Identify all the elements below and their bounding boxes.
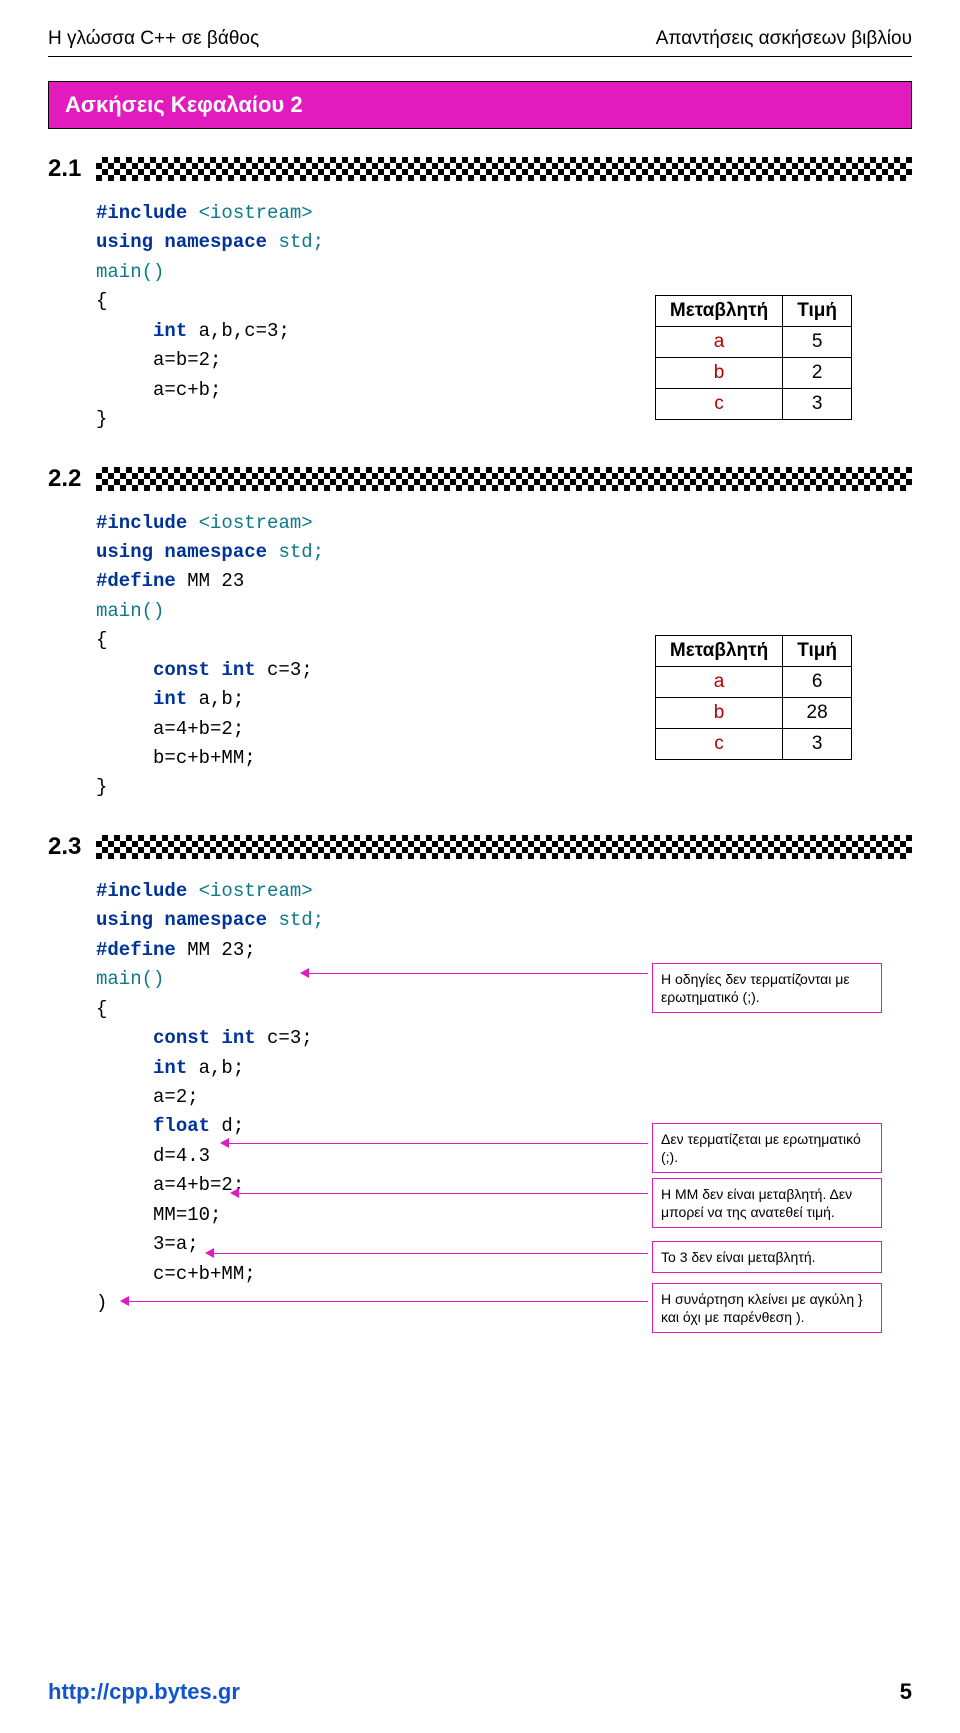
exercise-2-3: 2.3 #include <iostream> using namespace … xyxy=(48,833,912,1319)
connector xyxy=(128,1301,648,1302)
connector xyxy=(308,973,648,974)
checker-divider xyxy=(96,467,912,491)
callout-no-semicolon: Δεν τερματίζεται με ερωτηματικό (;). xyxy=(652,1123,882,1173)
checker-divider xyxy=(96,835,912,859)
page: Η γλώσσα C++ σε βάθος Απαντήσεις ασκήσεω… xyxy=(0,0,960,1733)
variable-table: ΜεταβλητήΤιμήa5b2c3 xyxy=(655,295,852,420)
callout-close-brace: Η συνάρτηση κλείνει με αγκύλη } και όχι … xyxy=(652,1283,882,1333)
footer-link[interactable]: http://cpp.bytes.gr xyxy=(48,1679,240,1705)
page-number: 5 xyxy=(900,1679,912,1705)
header-right: Απαντήσεις ασκήσεων βιβλίου xyxy=(656,28,912,50)
connector xyxy=(238,1193,648,1194)
page-header: Η γλώσσα C++ σε βάθος Απαντήσεις ασκήσεω… xyxy=(48,28,912,50)
exnum-row: 2.3 xyxy=(48,833,912,861)
header-underline xyxy=(48,56,912,57)
callout-directive-semicolon: Η οδηγίες δεν τερματίζονται με ερωτηματι… xyxy=(652,963,882,1013)
exnum-row: 2.2 xyxy=(48,465,912,493)
exnum-row: 2.1 xyxy=(48,155,912,183)
exercise-2-1: 2.1 #include <iostream> using namespace … xyxy=(48,155,912,435)
exercise-number: 2.1 xyxy=(48,155,96,183)
exercise-2-2: 2.2 #include <iostream> using namespace … xyxy=(48,465,912,803)
exercise-number: 2.3 xyxy=(48,833,96,861)
callout-mm-not-var: Η ΜΜ δεν είναι μεταβλητή. Δεν μπορεί να … xyxy=(652,1178,882,1228)
arrowhead-icon xyxy=(230,1188,239,1198)
callout-3-not-var: Το 3 δεν είναι μεταβλητή. xyxy=(652,1241,882,1273)
arrowhead-icon xyxy=(220,1138,229,1148)
connector xyxy=(213,1253,648,1254)
arrowhead-icon xyxy=(205,1248,214,1258)
arrowhead-icon xyxy=(300,968,309,978)
page-footer: http://cpp.bytes.gr 5 xyxy=(48,1679,912,1705)
variable-table: ΜεταβλητήΤιμήa6b28c3 xyxy=(655,635,852,760)
checker-divider xyxy=(96,157,912,181)
header-left: Η γλώσσα C++ σε βάθος xyxy=(48,28,259,50)
exercise-number: 2.2 xyxy=(48,465,96,493)
connector xyxy=(228,1143,648,1144)
arrowhead-icon xyxy=(120,1296,129,1306)
chapter-title: Ασκήσεις Κεφαλαίου 2 xyxy=(48,81,912,129)
